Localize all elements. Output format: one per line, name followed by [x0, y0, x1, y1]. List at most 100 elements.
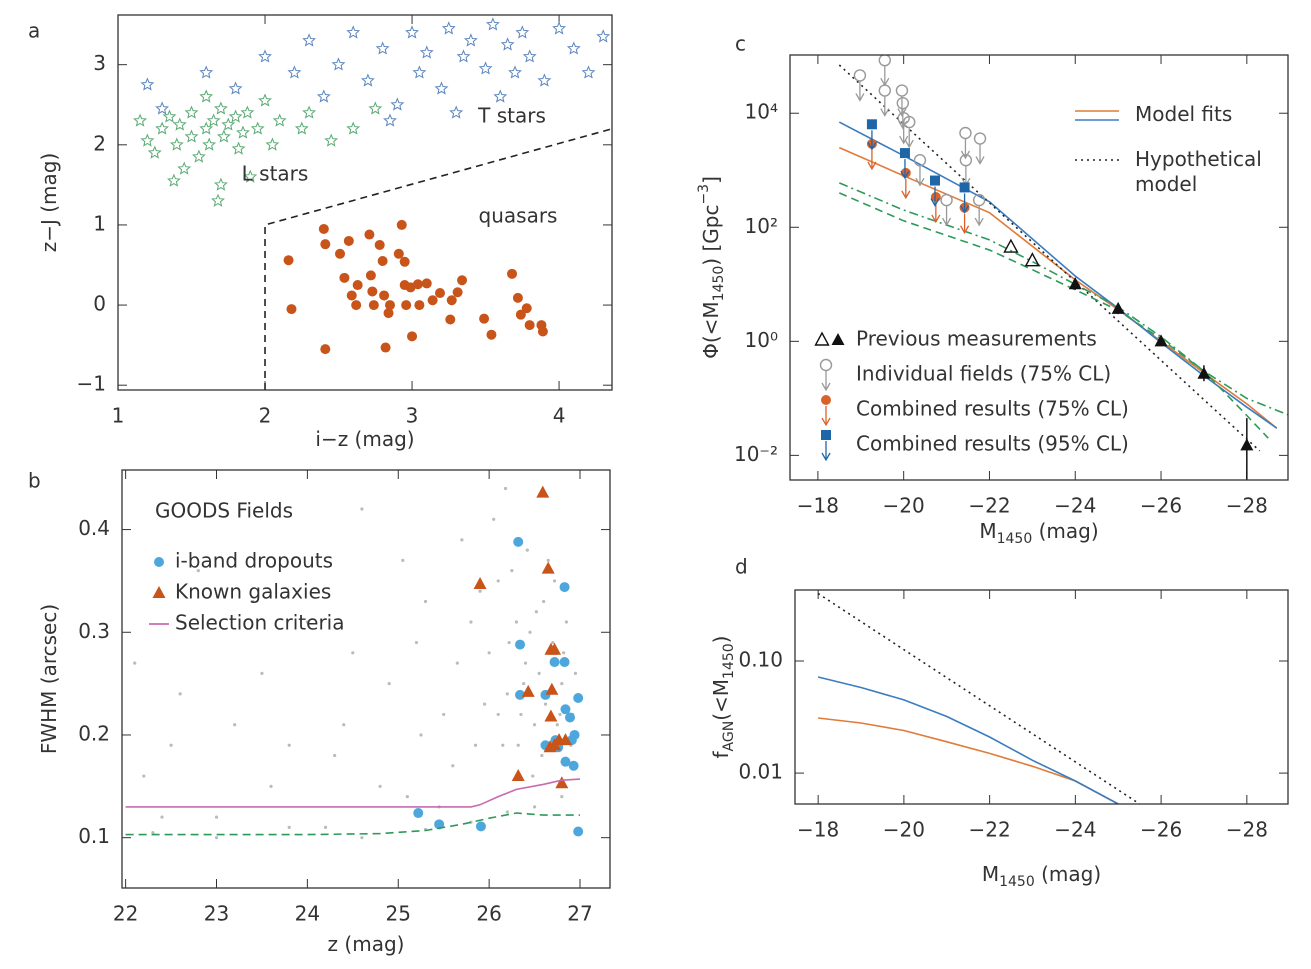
star-marker	[162, 109, 177, 123]
y-tick-label: 0.1	[78, 824, 110, 848]
series-line	[818, 717, 1119, 804]
dot-marker	[142, 774, 146, 778]
circle-marker	[568, 760, 579, 771]
upper-limit-arrowhead	[821, 452, 831, 462]
star-marker	[250, 121, 265, 135]
star-marker	[199, 89, 214, 103]
legend-label: Combined results (75% CL)	[856, 397, 1129, 421]
dot-marker	[387, 682, 391, 686]
star-marker	[206, 113, 221, 127]
dot-marker	[551, 640, 555, 645]
x-tick-label: 3	[406, 404, 419, 428]
star-marker	[140, 77, 155, 91]
open-circle-marker	[959, 154, 973, 167]
open-circle-marker	[819, 358, 833, 372]
star-marker	[537, 73, 552, 87]
x-tick-label: 1	[112, 404, 125, 428]
upper-limit-arrowhead	[960, 205, 970, 214]
dot-marker	[414, 640, 419, 645]
open-circle-marker	[903, 115, 916, 129]
x-tick-label: −24	[1054, 818, 1096, 842]
circle-marker	[434, 819, 445, 830]
triangle-marker	[1240, 438, 1254, 451]
circle-marker	[515, 689, 526, 700]
circle-marker	[384, 300, 395, 311]
label-part: 1450	[711, 266, 727, 302]
dot-marker	[534, 610, 538, 614]
star-marker	[302, 105, 317, 119]
y-tick-label: 3	[93, 51, 106, 75]
dot-marker	[564, 620, 568, 624]
triangle-marker	[536, 485, 550, 498]
legend-label-line: Model fits	[1135, 102, 1232, 126]
dot-marker	[573, 671, 578, 675]
y-tick-label: 10⁻²	[734, 442, 778, 466]
star-marker	[515, 25, 530, 39]
dot-marker	[543, 702, 548, 706]
label-part: 1450	[999, 874, 1035, 890]
label-part: z−J (mag)	[37, 153, 61, 253]
y-tick-label: 10²	[745, 214, 778, 238]
dot-marker	[523, 661, 528, 665]
x-tick-label: −26	[1140, 818, 1182, 842]
upper-limit-arrowhead	[941, 217, 952, 227]
plot-area	[133, 17, 612, 390]
dot-marker	[514, 620, 518, 624]
upper-limit-arrowhead	[915, 177, 925, 187]
circle-marker	[427, 295, 438, 306]
x-tick-label: −26	[1140, 494, 1182, 518]
star-marker	[493, 89, 508, 103]
circle-marker	[414, 300, 425, 311]
circle-marker	[565, 712, 576, 723]
upper-limit-arrowhead	[931, 214, 941, 224]
dot-marker	[505, 692, 509, 696]
dot-marker	[496, 579, 500, 583]
label-part: )	[709, 636, 733, 644]
upper-limit-arrowhead	[867, 141, 877, 151]
dot-marker	[287, 743, 291, 747]
series-line	[838, 146, 1278, 429]
star-marker	[441, 21, 456, 35]
triangle-marker	[1111, 301, 1125, 314]
triangle-marker	[544, 709, 558, 722]
triangle-marker	[511, 769, 525, 782]
circle-marker	[457, 275, 468, 286]
dot-marker	[419, 733, 423, 737]
selection-boundary	[264, 128, 612, 390]
series-label: T stars	[477, 104, 546, 128]
star-marker	[375, 41, 390, 55]
star-marker	[133, 113, 148, 127]
legend-label: Model fits	[1135, 102, 1232, 126]
y-tick-label: 10⁰	[745, 328, 778, 352]
circle-marker	[154, 557, 164, 567]
x-tick-label: 24	[295, 902, 320, 926]
circle-marker	[524, 320, 535, 331]
circle-marker	[343, 235, 354, 246]
upper-limit-arrowhead	[855, 93, 865, 102]
star-marker	[463, 33, 478, 47]
star-marker	[346, 25, 361, 39]
dot-marker	[378, 784, 382, 788]
open-circle-marker	[940, 193, 953, 207]
dot-marker	[503, 486, 508, 491]
dot-marker	[519, 712, 523, 717]
dot-marker	[552, 579, 557, 583]
circle-marker	[377, 255, 388, 266]
dot-marker	[482, 702, 487, 706]
star-marker	[199, 121, 214, 135]
label-part: ]	[699, 176, 723, 184]
label-part: 1450	[997, 531, 1033, 547]
circle-marker	[368, 300, 379, 311]
circle-marker	[421, 278, 432, 289]
circle-marker	[286, 304, 297, 315]
dot-marker	[507, 640, 511, 645]
x-tick-label: 26	[476, 902, 501, 926]
label-part: (mag)	[1035, 862, 1101, 886]
triangle-marker	[548, 642, 562, 655]
label-part: i−z (mag)	[315, 427, 414, 451]
dot-marker	[516, 743, 520, 747]
open-triangle-marker	[814, 331, 830, 346]
label-part: M	[982, 862, 999, 886]
x-tick-label: −22	[968, 494, 1010, 518]
panel-letter: c	[735, 32, 746, 56]
